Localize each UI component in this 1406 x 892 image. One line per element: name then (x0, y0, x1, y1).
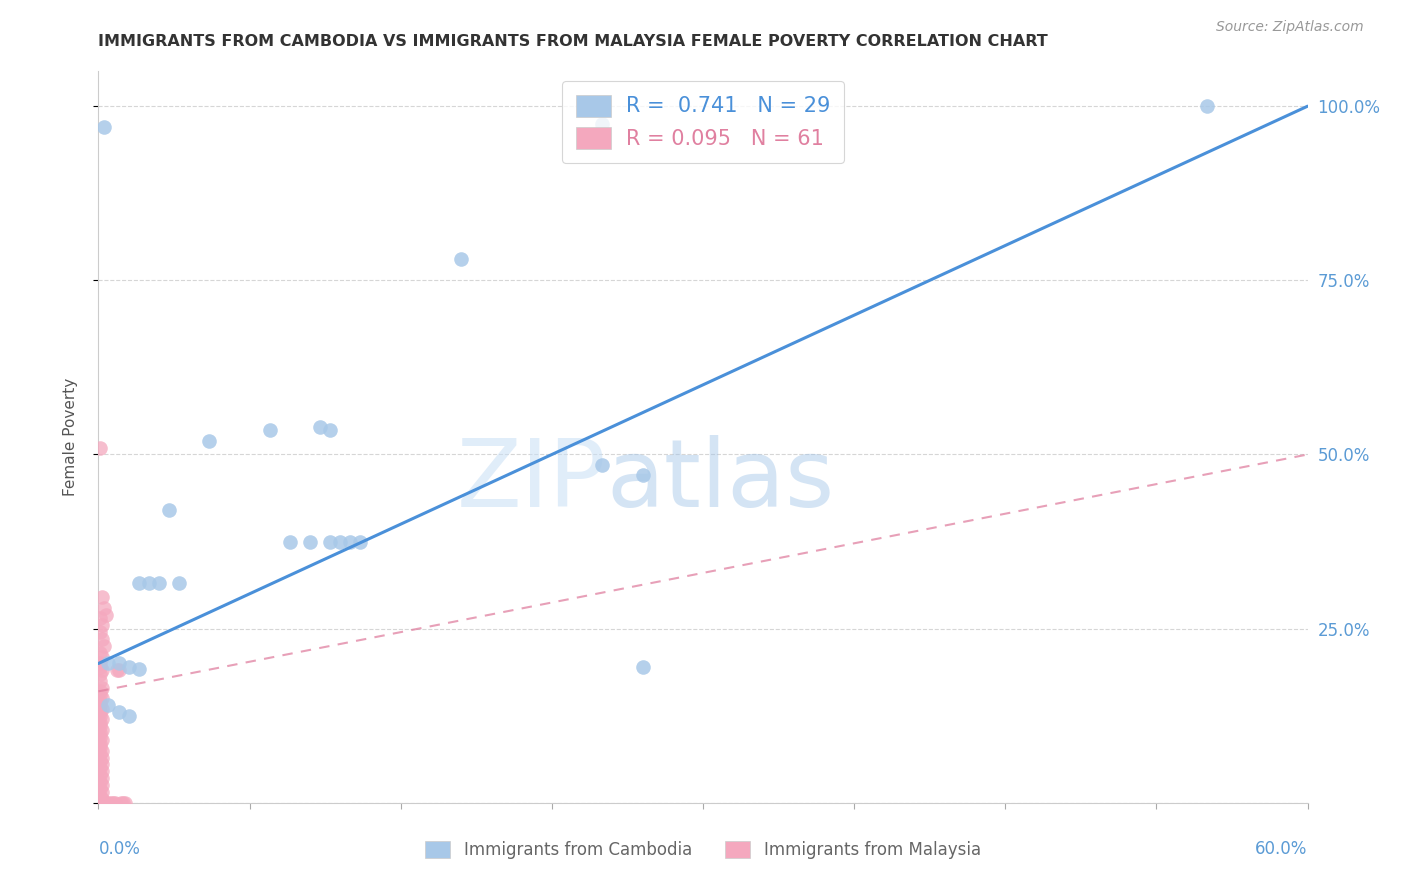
Point (89, 646, 111, 660)
Point (157, 503, 180, 517)
Point (91, 757, 114, 772)
Point (97, 796, 120, 810)
Point (138, 576, 160, 591)
Point (89, 705, 111, 719)
Point (89, 737, 111, 751)
Point (89, 441, 111, 455)
Point (278, 534, 301, 549)
Point (107, 705, 129, 719)
Point (329, 534, 352, 549)
Point (89, 796, 111, 810)
Point (128, 576, 150, 591)
Point (91, 681, 114, 695)
Point (91, 785, 114, 799)
Point (91, 712, 114, 726)
Point (148, 576, 170, 591)
Point (97, 657, 120, 671)
Point (114, 796, 136, 810)
Point (91, 691, 114, 706)
Point (89, 715, 111, 730)
Point (91, 649, 114, 664)
Point (89, 660, 111, 674)
Point (118, 708, 141, 723)
Point (89, 667, 111, 681)
Point (91, 778, 114, 792)
Point (1195, 99, 1218, 113)
Point (89, 768, 111, 782)
Point (89, 684, 111, 698)
Point (89, 719, 111, 733)
Point (339, 534, 361, 549)
Text: ZIP: ZIP (457, 435, 606, 527)
Point (107, 664, 129, 678)
Point (91, 723, 114, 737)
Point (91, 764, 114, 779)
Point (450, 252, 472, 267)
Point (309, 419, 332, 434)
Point (89, 698, 111, 713)
Point (91, 632, 114, 646)
Point (591, 117, 613, 131)
Point (89, 708, 111, 723)
Point (631, 468, 654, 483)
Point (93, 120, 115, 134)
Point (89, 789, 111, 803)
Point (91, 743, 114, 757)
Point (89, 761, 111, 775)
Point (89, 726, 111, 740)
Point (89, 657, 111, 671)
Point (110, 796, 132, 810)
Point (299, 534, 322, 549)
Point (93, 639, 115, 653)
Point (91, 772, 114, 786)
Point (128, 662, 150, 676)
Point (631, 660, 654, 674)
Point (91, 796, 114, 810)
Text: 0.0%: 0.0% (98, 840, 141, 858)
Point (91, 618, 114, 632)
Point (89, 775, 111, 789)
Point (89, 754, 111, 768)
Point (91, 750, 114, 764)
Point (118, 660, 141, 674)
Point (259, 423, 281, 437)
Point (319, 534, 342, 549)
Point (96, 796, 118, 810)
Point (107, 657, 129, 671)
Point (89, 611, 111, 625)
Point (96, 607, 118, 622)
Point (91, 733, 114, 747)
Point (91, 591, 114, 605)
Point (89, 730, 111, 744)
Legend: Immigrants from Cambodia, Immigrants from Malaysia: Immigrants from Cambodia, Immigrants fro… (418, 833, 988, 868)
Point (91, 792, 114, 806)
Point (89, 740, 111, 755)
Text: IMMIGRANTS FROM CAMBODIA VS IMMIGRANTS FROM MALAYSIA FEMALE POVERTY CORRELATION : IMMIGRANTS FROM CAMBODIA VS IMMIGRANTS F… (98, 35, 1047, 49)
Point (91, 664, 114, 678)
Text: 60.0%: 60.0% (1256, 840, 1308, 858)
Y-axis label: Female Poverty: Female Poverty (63, 378, 77, 496)
Point (111, 796, 134, 810)
Point (167, 576, 190, 591)
Point (103, 796, 125, 810)
Point (89, 688, 111, 702)
Point (89, 625, 111, 640)
Point (105, 664, 128, 678)
Point (591, 458, 613, 472)
Point (91, 702, 114, 716)
Point (97, 698, 120, 713)
Point (93, 600, 115, 615)
Point (89, 673, 111, 688)
Point (89, 781, 111, 796)
Point (349, 534, 371, 549)
Point (101, 796, 124, 810)
Text: Source: ZipAtlas.com: Source: ZipAtlas.com (1216, 21, 1364, 34)
Point (89, 747, 111, 761)
Point (198, 434, 221, 448)
Point (89, 695, 111, 709)
Point (319, 423, 342, 437)
Text: atlas: atlas (606, 435, 835, 527)
Point (100, 796, 122, 810)
